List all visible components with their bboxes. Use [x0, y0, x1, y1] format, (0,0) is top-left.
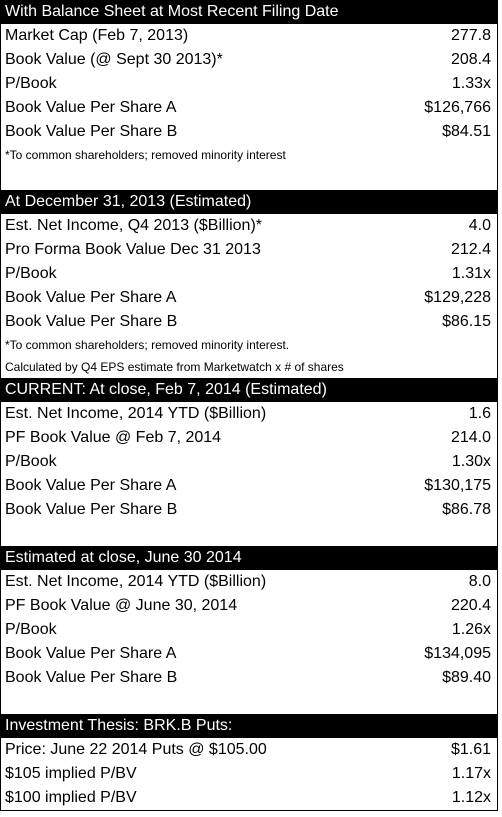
table-row: Est. Net Income, 2014 YTD ($Billion) 8.0 — [1, 570, 497, 594]
footnote: Calculated by Q4 EPS estimate from Marke… — [5, 360, 344, 374]
row-value: $129,228 — [424, 289, 491, 306]
section-header: Investment Thesis: BRK.B Puts: — [1, 714, 497, 738]
row-value: $1.61 — [450, 741, 491, 758]
row-value: 1.12x — [451, 789, 491, 806]
row-value: $130,175 — [424, 477, 491, 494]
row-value: 208.4 — [450, 51, 491, 68]
row-label: Est. Net Income, Q4 2013 ($Billion)* — [5, 217, 263, 234]
table-row: Est. Net Income, 2014 YTD ($Billion) 1.6 — [1, 402, 497, 426]
section-current-feb-7-2014: CURRENT: At close, Feb 7, 2014 (Estimate… — [1, 378, 497, 546]
row-value: $84.51 — [442, 123, 491, 140]
section-header: With Balance Sheet at Most Recent Filing… — [1, 0, 497, 24]
row-label: Book Value Per Share A — [5, 289, 177, 306]
section-header: At December 31, 2013 (Estimated) — [1, 190, 497, 214]
row-label: Book Value (@ Sept 30 2013)* — [5, 51, 223, 68]
row-label: P/Book — [5, 265, 57, 282]
row-value: 1.6 — [468, 405, 491, 422]
table-row: P/Book 1.33x — [1, 72, 497, 96]
section-investment-thesis: Investment Thesis: BRK.B Puts: Price: Ju… — [1, 714, 497, 811]
row-value: 1.26x — [451, 621, 491, 638]
table-row: Book Value Per Share A $126,766 — [1, 96, 497, 120]
table-row: Book Value (@ Sept 30 2013)* 208.4 — [1, 48, 497, 72]
row-label: Pro Forma Book Value Dec 31 2013 — [5, 241, 261, 258]
row-label: Est. Net Income, 2014 YTD ($Billion) — [5, 573, 267, 590]
table-row: P/Book 1.31x — [1, 262, 497, 286]
section-header: Estimated at close, June 30 2014 — [1, 546, 497, 570]
row-label: $100 implied P/BV — [5, 789, 137, 806]
row-label: Market Cap (Feb 7, 2013) — [5, 27, 189, 44]
row-value: $126,766 — [424, 99, 491, 116]
table-row: $100 implied P/BV 1.12x — [1, 786, 497, 810]
row-label: Price: June 22 2014 Puts @ $105.00 — [5, 741, 267, 758]
row-label: $105 implied P/BV — [5, 765, 137, 782]
row-value: 8.0 — [468, 573, 491, 590]
row-value: 1.33x — [451, 75, 491, 92]
table-row: Book Value Per Share A $130,175 — [1, 474, 497, 498]
row-value: 1.31x — [451, 265, 491, 282]
table-row: Book Value Per Share A $129,228 — [1, 286, 497, 310]
row-label: Book Value Per Share B — [5, 123, 178, 140]
spacer — [1, 690, 497, 714]
table-row: Price: June 22 2014 Puts @ $105.00 $1.61 — [1, 738, 497, 762]
row-value: 214.0 — [450, 429, 491, 446]
row-label: Book Value Per Share A — [5, 477, 177, 494]
row-label: P/Book — [5, 75, 57, 92]
footnote: *To common shareholders; removed minorit… — [5, 148, 286, 162]
table-row: Est. Net Income, Q4 2013 ($Billion)* 4.0 — [1, 214, 497, 238]
table-row: P/Book 1.30x — [1, 450, 497, 474]
row-value: $86.78 — [442, 501, 491, 518]
row-label: PF Book Value @ Feb 7, 2014 — [5, 429, 222, 446]
row-label: P/Book — [5, 453, 57, 470]
section-dec-31-2013: At December 31, 2013 (Estimated) Est. Ne… — [1, 190, 497, 378]
table-row: Book Value Per Share B $86.15 — [1, 310, 497, 334]
spacer — [1, 166, 497, 190]
table-row: Market Cap (Feb 7, 2013) 277.8 — [1, 24, 497, 48]
table-row: PF Book Value @ June 30, 2014 220.4 — [1, 594, 497, 618]
row-label: Book Value Per Share B — [5, 313, 178, 330]
table-row: Pro Forma Book Value Dec 31 2013 212.4 — [1, 238, 497, 262]
row-label: Book Value Per Share B — [5, 501, 178, 518]
row-value: $86.15 — [442, 313, 491, 330]
row-value: 212.4 — [450, 241, 491, 258]
table-row: Book Value Per Share B $86.78 — [1, 498, 497, 522]
row-value: 1.17x — [451, 765, 491, 782]
table-row: P/Book 1.26x — [1, 618, 497, 642]
section-header: CURRENT: At close, Feb 7, 2014 (Estimate… — [1, 378, 497, 402]
table-row: PF Book Value @ Feb 7, 2014 214.0 — [1, 426, 497, 450]
row-value: $134,095 — [424, 645, 491, 662]
section-june-30-2014: Estimated at close, June 30 2014 Est. Ne… — [1, 546, 497, 714]
row-label: Book Value Per Share A — [5, 645, 177, 662]
spacer — [1, 522, 497, 546]
table-row: Book Value Per Share A $134,095 — [1, 642, 497, 666]
row-label: Est. Net Income, 2014 YTD ($Billion) — [5, 405, 267, 422]
section-recent-filing: With Balance Sheet at Most Recent Filing… — [1, 0, 497, 190]
row-label: P/Book — [5, 621, 57, 638]
row-value: 4.0 — [468, 217, 491, 234]
table-row: Book Value Per Share B $89.40 — [1, 666, 497, 690]
table-row: $105 implied P/BV 1.17x — [1, 762, 497, 786]
row-label: Book Value Per Share A — [5, 99, 177, 116]
row-value: 277.8 — [450, 27, 491, 44]
row-value: $89.40 — [442, 669, 491, 686]
footnote: *To common shareholders; removed minorit… — [5, 338, 290, 352]
row-label: PF Book Value @ June 30, 2014 — [5, 597, 238, 614]
row-value: 220.4 — [450, 597, 491, 614]
table-row: Book Value Per Share B $84.51 — [1, 120, 497, 144]
row-label: Book Value Per Share B — [5, 669, 178, 686]
row-value: 1.30x — [451, 453, 491, 470]
